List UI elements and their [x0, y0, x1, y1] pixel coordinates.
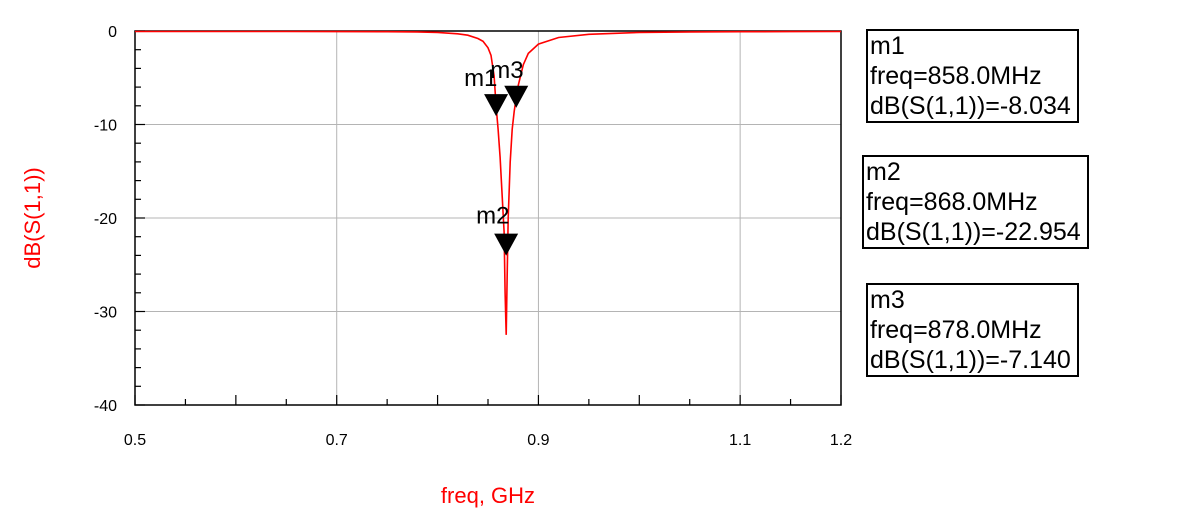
- marker-name: m2: [866, 158, 901, 186]
- x-tick-label: 1.2: [830, 432, 852, 449]
- x-tick-label: 1.1: [729, 432, 751, 449]
- marker-freq: freq=868.0MHz: [866, 188, 1038, 216]
- marker-triangle-m1: [484, 94, 509, 117]
- y-tick-label: -30: [94, 305, 117, 322]
- y-tick-label: 0: [108, 24, 117, 41]
- y-tick-labels: 0 -10 -20 -30 -40: [94, 24, 117, 415]
- marker-label-m2: m2: [476, 203, 509, 230]
- y-tick-label: -20: [94, 211, 117, 228]
- s11-series-line: [135, 30, 842, 335]
- x-tick-label: 0.9: [527, 432, 549, 449]
- x-tick-label: 0.7: [326, 432, 348, 449]
- plot-frame: [134, 30, 842, 406]
- marker-readout-m1: m1 freq=858.0MHz dB(S(1,1))=-8.034: [866, 29, 1079, 123]
- grid-lines: [135, 31, 841, 405]
- marker-freq: freq=878.0MHz: [870, 316, 1042, 344]
- marker-value: dB(S(1,1))=-22.954: [866, 218, 1081, 246]
- marker-value: dB(S(1,1))=-8.034: [870, 92, 1071, 120]
- y-tick-label: -10: [94, 118, 117, 135]
- marker-label-m3: m3: [490, 57, 523, 84]
- x-tick-labels: 0.5 0.7 0.9 1.1 1.2: [124, 432, 852, 449]
- marker-value: dB(S(1,1))=-7.140: [870, 346, 1071, 374]
- x-tick-label: 0.5: [124, 432, 146, 449]
- marker-readout-m2: m2 freq=868.0MHz dB(S(1,1))=-22.954: [862, 155, 1089, 249]
- marker-freq: freq=858.0MHz: [870, 62, 1042, 90]
- marker-triangle-m3: [504, 85, 529, 108]
- marker-readout-m3: m3 freq=878.0MHz dB(S(1,1))=-7.140: [866, 283, 1079, 377]
- marker-name: m3: [870, 286, 905, 314]
- marker-triangle-m2: [494, 233, 519, 256]
- marker-name: m1: [870, 32, 905, 60]
- marker-group: m1 m2 m3: [464, 57, 529, 256]
- y-tick-label: -40: [94, 398, 117, 415]
- x-axis-title: freq, GHz: [441, 483, 535, 508]
- marker-label-m1: m1: [464, 65, 497, 92]
- y-axis-title: dB(S(1,1)): [20, 167, 45, 268]
